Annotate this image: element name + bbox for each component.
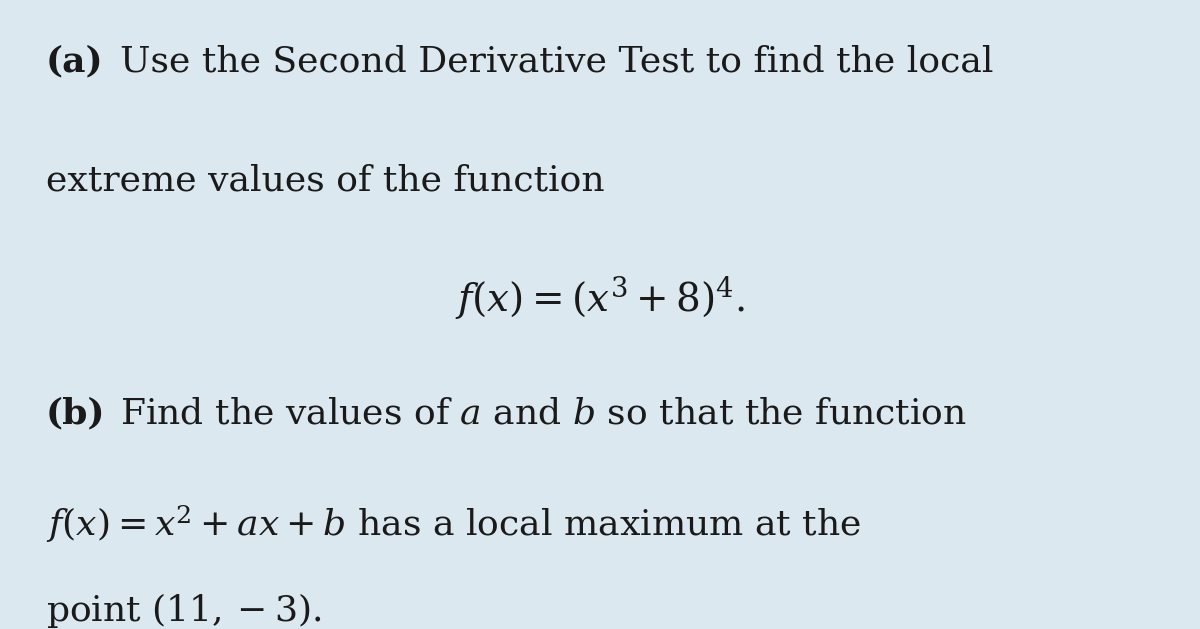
Text: point $(11, -3)$.: point $(11, -3)$. — [46, 591, 320, 629]
Text: (b): (b) — [46, 396, 106, 430]
Text: (a): (a) — [46, 44, 103, 78]
Text: Find the values of $a$ and $b$ so that the function: Find the values of $a$ and $b$ so that t… — [120, 396, 967, 430]
Text: Use the Second Derivative Test to find the local: Use the Second Derivative Test to find t… — [120, 44, 994, 78]
Text: $f(x) = x^2 + ax + b$ has a local maximum at the: $f(x) = x^2 + ax + b$ has a local maximu… — [46, 503, 860, 545]
Text: $f(x) = (x^3 + 8)^4.$: $f(x) = (x^3 + 8)^4.$ — [455, 274, 745, 321]
Text: extreme values of the function: extreme values of the function — [46, 164, 605, 198]
